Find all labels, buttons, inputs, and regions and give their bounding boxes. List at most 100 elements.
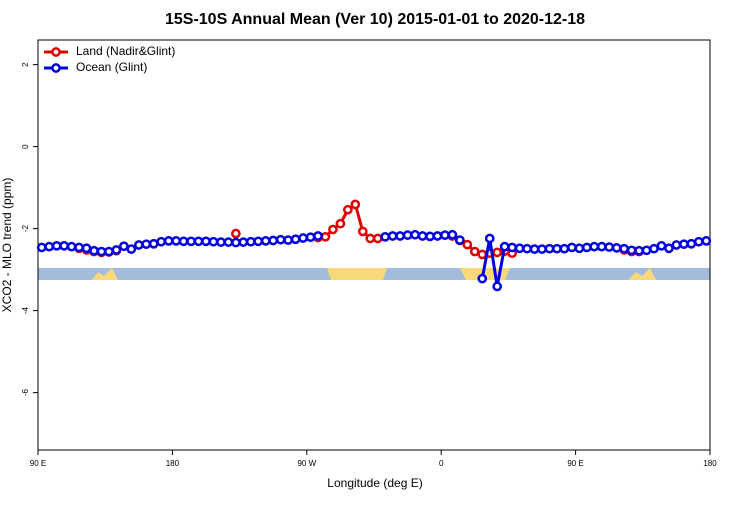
x-tick-label: 90 E — [30, 459, 46, 468]
data-point — [133, 240, 144, 250]
data-point — [305, 232, 316, 243]
data-point — [186, 236, 196, 247]
data-point — [522, 243, 532, 254]
data-point — [96, 246, 107, 257]
data-point — [440, 230, 450, 241]
data-point — [231, 237, 241, 248]
data-point — [201, 236, 211, 247]
data-point — [447, 229, 458, 240]
data-point — [350, 199, 361, 210]
data-point — [619, 243, 629, 254]
data-point — [581, 242, 592, 253]
data-point — [335, 218, 346, 229]
y-axis-label: XCO2 - MLO trend (ppm) — [0, 178, 14, 313]
data-point — [275, 234, 286, 245]
chart-title: 15S-10S Annual Mean (Ver 10) 2015-01-01 … — [165, 11, 585, 28]
data-point — [171, 236, 181, 246]
data-point — [395, 231, 405, 241]
x-tick-label: 180 — [166, 459, 180, 468]
data-point — [313, 231, 323, 241]
data-point — [81, 243, 92, 254]
data-point — [649, 243, 659, 254]
data-point — [664, 243, 674, 254]
data-point — [365, 233, 376, 244]
data-point — [328, 224, 338, 235]
data-point — [59, 240, 69, 251]
data-point — [492, 281, 503, 292]
data-point — [686, 238, 697, 249]
data-point — [544, 243, 555, 254]
y-tick-label: 0 — [21, 144, 30, 149]
data-point — [320, 231, 331, 242]
data-point — [111, 245, 122, 255]
data-point — [589, 241, 600, 252]
data-point — [656, 240, 667, 251]
data-point — [611, 243, 622, 253]
data-point — [283, 235, 293, 245]
data-point — [671, 240, 682, 250]
data-point — [537, 244, 547, 254]
data-point — [641, 245, 652, 256]
data-point — [693, 236, 704, 247]
data-point — [417, 231, 428, 241]
data-point — [51, 240, 62, 251]
data-point — [410, 229, 420, 240]
legend-label: Land (Nadir&Glint) — [76, 44, 175, 58]
data-point — [372, 233, 383, 244]
land-ocean-strip — [38, 268, 710, 280]
data-point — [253, 236, 264, 247]
data-point — [268, 235, 279, 246]
legend-label: Ocean (Glint) — [76, 60, 147, 74]
data-point — [148, 238, 159, 249]
data-point — [238, 237, 249, 247]
data-point — [559, 243, 570, 254]
data-point — [156, 236, 167, 247]
data-point — [290, 234, 301, 245]
data-point — [245, 236, 256, 247]
data-point — [574, 243, 585, 254]
y-tick-label: -2 — [21, 224, 30, 232]
data-point — [484, 233, 495, 244]
data-point — [679, 239, 689, 250]
y-tick-label: -4 — [21, 306, 30, 314]
x-tick-label: 90 E — [567, 459, 583, 468]
x-tick-label: 180 — [703, 459, 717, 468]
data-point — [425, 231, 435, 242]
data-point — [604, 242, 615, 252]
data-point — [44, 241, 55, 252]
data-point — [126, 244, 137, 254]
data-point — [223, 237, 234, 247]
data-point — [701, 236, 712, 246]
y-tick-label: 2 — [21, 62, 30, 67]
x-tick-label: 90 W — [297, 459, 316, 468]
data-point — [119, 241, 129, 252]
data-point — [492, 247, 503, 258]
data-point — [626, 245, 637, 256]
data-point — [216, 237, 226, 247]
data-point — [298, 233, 308, 243]
data-point — [178, 236, 189, 247]
x-axis-label: Longitude (deg E) — [327, 476, 422, 490]
data-point — [380, 231, 391, 242]
data-point — [499, 241, 510, 252]
data-point — [596, 241, 607, 252]
data-point — [343, 204, 353, 215]
data-point — [387, 231, 398, 241]
data-point — [634, 245, 644, 256]
data-point — [208, 236, 219, 247]
data-point — [432, 231, 443, 241]
data-point — [89, 245, 99, 256]
data-point — [193, 236, 204, 247]
data-point — [357, 226, 368, 237]
data-point — [104, 246, 114, 257]
data-point — [567, 242, 577, 253]
y-tick-label: -6 — [21, 388, 30, 396]
data-point — [66, 241, 77, 252]
data-point — [507, 242, 517, 253]
data-point — [163, 236, 174, 246]
legend-marker — [51, 63, 61, 73]
data-point — [514, 243, 525, 254]
data-point — [477, 273, 488, 284]
data-point — [74, 242, 84, 253]
